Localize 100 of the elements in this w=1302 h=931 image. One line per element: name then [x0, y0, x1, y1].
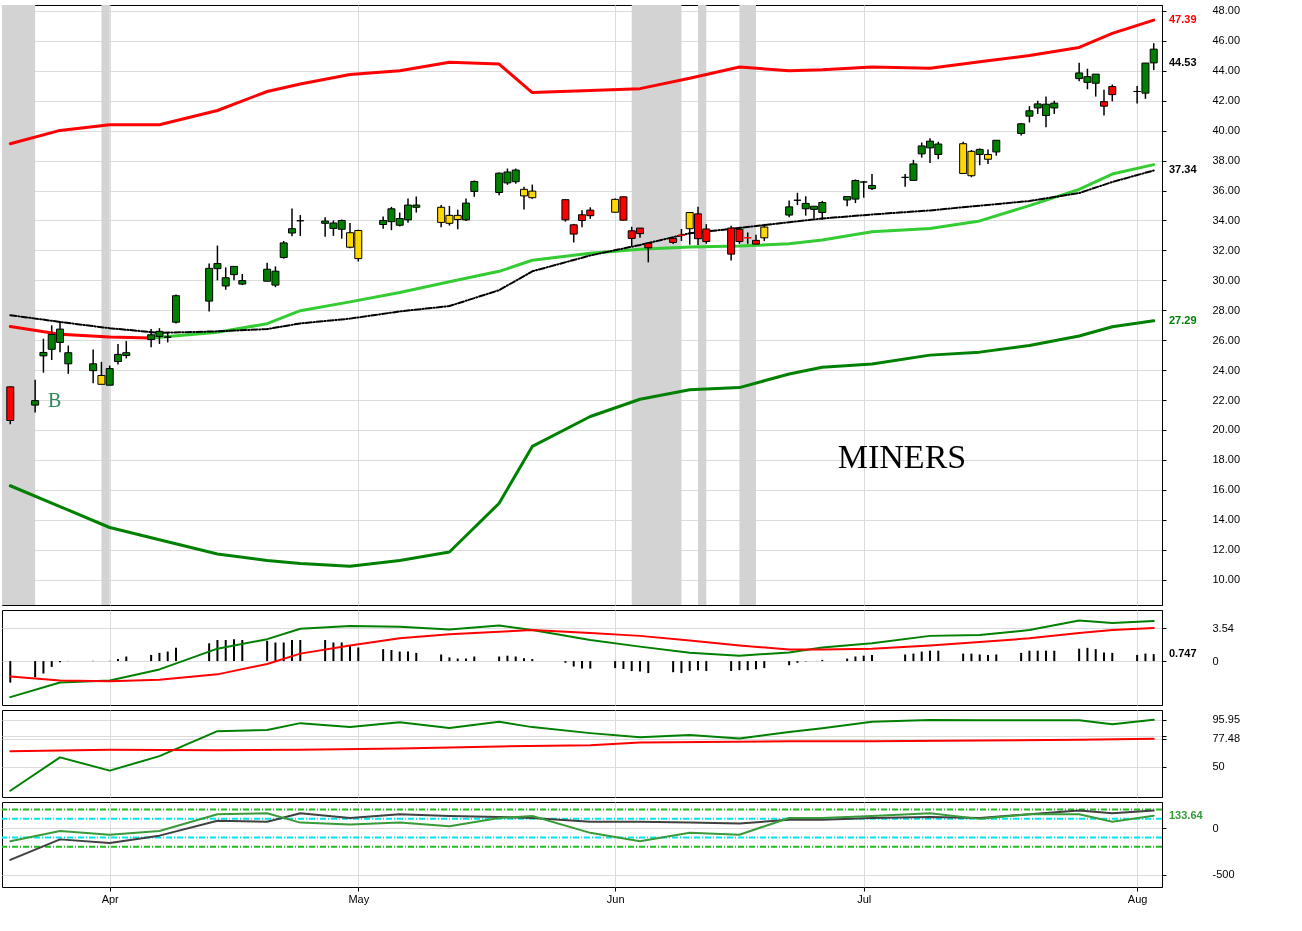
y-tick-label: 30.00	[1212, 273, 1241, 286]
candlestick	[221, 266, 230, 291]
bar	[937, 650, 940, 662]
bar	[970, 653, 973, 662]
bar	[415, 652, 418, 662]
y-tick-label: 16.00	[1212, 483, 1241, 496]
candlestick	[644, 242, 653, 264]
bar	[788, 661, 791, 666]
y-tick-label: 18.00	[1212, 453, 1241, 466]
bar	[1152, 654, 1155, 662]
data-label: 47.39	[1169, 13, 1197, 26]
candlestick	[1100, 88, 1108, 117]
y-tick-label: 0	[1212, 654, 1219, 667]
bar	[241, 639, 244, 662]
bar	[440, 654, 443, 662]
y-tick-label: 95.95	[1212, 713, 1241, 726]
bar	[506, 655, 509, 662]
x-tick-label: May	[348, 892, 370, 905]
bar	[407, 651, 409, 662]
bar	[1045, 650, 1047, 662]
y-tick-label: 50	[1212, 760, 1225, 773]
text: 44.53	[1169, 55, 1197, 68]
y-tick-label: 14.00	[1212, 513, 1241, 526]
bar	[150, 654, 153, 662]
bar	[987, 654, 989, 662]
bar	[117, 659, 119, 662]
x-tick-label: Apr	[101, 892, 120, 905]
data-label: 27.29	[1169, 313, 1197, 326]
y-tick-label: 0	[1212, 821, 1219, 834]
bar	[639, 661, 641, 672]
line-series	[9, 718, 1155, 792]
bar	[448, 657, 451, 662]
bar	[672, 661, 675, 673]
bar	[175, 647, 177, 662]
line-series	[9, 809, 1155, 861]
y-tick-label: 12.00	[1212, 543, 1241, 556]
bar	[1020, 652, 1023, 662]
bar	[1136, 654, 1139, 662]
candlestick	[561, 198, 570, 223]
bar	[746, 661, 749, 671]
bar	[929, 650, 931, 662]
candlestick	[64, 344, 73, 375]
bar	[755, 661, 757, 670]
y-tick-label: 22.00	[1212, 393, 1241, 406]
bar	[572, 661, 575, 667]
y-tick-label: 48.00	[1212, 4, 1241, 17]
bar	[382, 649, 385, 662]
bar	[995, 654, 998, 662]
bar	[42, 661, 45, 674]
y-tick-label: 44.00	[1212, 64, 1241, 77]
bar	[688, 661, 691, 671]
bar	[1144, 653, 1147, 662]
y-tick-label: 38.00	[1212, 154, 1241, 167]
y-tick-label: 32.00	[1212, 243, 1241, 256]
line-series	[9, 627, 1155, 683]
y-tick-label: 26.00	[1212, 333, 1241, 346]
bar	[1028, 650, 1031, 662]
y-tick-label: 3.54	[1212, 621, 1234, 634]
data-label: 133.64	[1169, 808, 1204, 821]
bar	[224, 639, 227, 662]
bar	[680, 661, 683, 674]
bar	[50, 661, 53, 667]
candlestick	[31, 379, 40, 414]
y-tick-label: 10.00	[1212, 573, 1241, 586]
x-tick-label: Aug	[1127, 892, 1148, 905]
bar	[266, 640, 269, 662]
bar	[871, 654, 873, 662]
bar	[1094, 649, 1097, 662]
annotation: B	[48, 389, 62, 411]
line-series	[9, 737, 1155, 753]
text: MINERS	[837, 438, 967, 475]
line-series	[8, 319, 1156, 568]
bar	[630, 661, 633, 671]
bar	[962, 653, 965, 662]
bar	[697, 661, 699, 671]
bar	[622, 661, 625, 669]
bar	[581, 661, 583, 669]
data-label: 0.747	[1169, 647, 1197, 660]
bar	[1078, 648, 1081, 662]
bar	[730, 661, 733, 671]
bar	[398, 651, 401, 662]
bar	[233, 639, 235, 662]
x-tick-label: Jul	[857, 892, 872, 905]
bar	[299, 639, 302, 662]
bar	[9, 661, 12, 683]
bar	[904, 654, 907, 662]
bar	[705, 661, 708, 671]
line-series	[8, 18, 1156, 146]
line-series	[9, 812, 1155, 843]
y-tick-label: 34.00	[1212, 213, 1241, 226]
bar	[862, 655, 865, 662]
bar	[1036, 650, 1039, 662]
y-tick-label: 20.00	[1212, 423, 1241, 436]
bar	[274, 642, 277, 662]
candlestick	[89, 348, 98, 384]
bar	[324, 639, 327, 662]
bar	[216, 639, 219, 662]
y-tick-label: -500	[1212, 868, 1235, 881]
bar	[1111, 652, 1114, 662]
y-tick-label: 24.00	[1212, 363, 1241, 376]
